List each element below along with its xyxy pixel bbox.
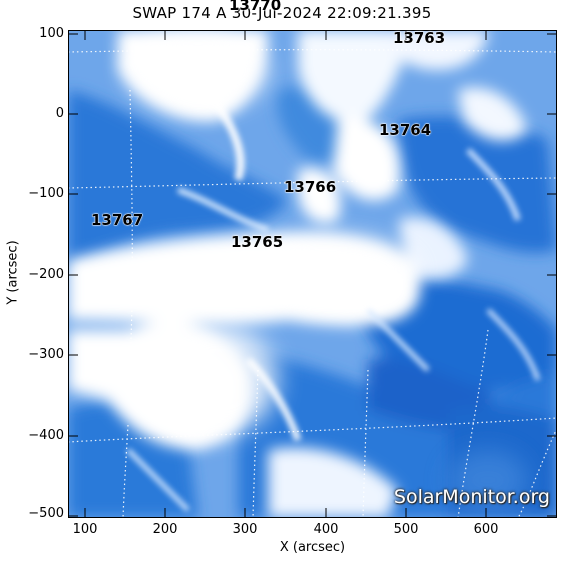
y-tick-label: 100	[39, 26, 64, 41]
x-tick-label: 300	[232, 522, 258, 537]
y-axis-label: Y (arcsec)	[5, 240, 21, 305]
solarmonitor-watermark: SolarMonitor.org	[393, 486, 550, 508]
x-tick-label: 100	[72, 522, 98, 537]
corona-emission	[68, 30, 557, 518]
active-region-label: 13766	[284, 178, 337, 197]
y-tick-label: 0	[55, 106, 64, 121]
y-tick-label: −300	[28, 347, 64, 362]
y-tick-label: −100	[28, 186, 64, 201]
y-tick-label: −400	[28, 428, 64, 443]
map-title: SWAP 174 A 30-Jul-2024 22:09:21.395	[132, 4, 432, 22]
solar-image-panel	[68, 30, 557, 518]
active-region-label: 13767	[91, 211, 144, 230]
y-tick-label: −500	[28, 506, 64, 521]
heliographic-grid	[68, 49, 557, 518]
axis-tick-marks	[68, 30, 557, 518]
x-tick-label: 400	[313, 522, 339, 537]
y-tick-label: −200	[28, 267, 64, 282]
x-tick-label: 600	[473, 522, 499, 537]
x-tick-label: 500	[393, 522, 419, 537]
x-axis-label: X (arcsec)	[279, 540, 346, 555]
active-region-label: 13764	[379, 121, 432, 140]
x-tick-label: 200	[152, 522, 178, 537]
active-region-label: 13763	[393, 29, 446, 48]
active-region-label: 13770	[229, 0, 282, 14]
active-region-label: 13765	[231, 233, 284, 252]
